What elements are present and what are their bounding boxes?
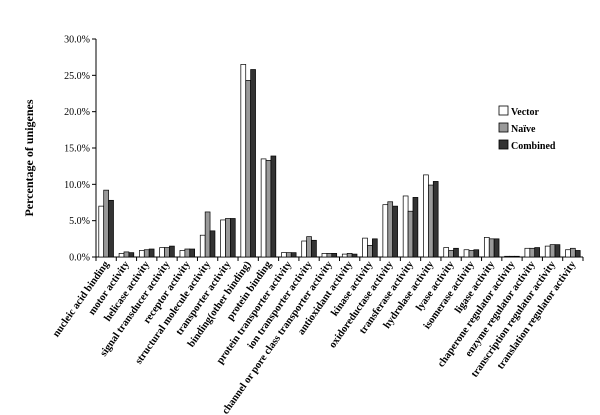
bar-nave-4	[184, 248, 191, 258]
bar-nave-3	[164, 247, 170, 258]
bar-combined-22	[554, 244, 561, 258]
bar-nave-1	[123, 251, 130, 258]
bar-vector-2	[139, 250, 145, 258]
bar-vector-22	[544, 245, 551, 258]
bar-vector-1	[118, 253, 125, 258]
y-tick-label: 20.0%	[64, 107, 90, 118]
bar-combined-23	[574, 250, 581, 258]
bar-nave-23	[570, 247, 576, 258]
bar-nave-13	[367, 245, 373, 258]
bar-combined-12	[351, 253, 358, 258]
bar-combined-15	[412, 197, 419, 258]
bar-vector-12	[341, 253, 348, 258]
bar-vector-18	[463, 249, 470, 258]
bar-nave-14	[387, 201, 394, 258]
bar-combined-13	[372, 238, 378, 258]
bar-nave-0	[103, 189, 109, 258]
bar-combined-8	[270, 155, 277, 258]
y-tick-label: 25.0%	[64, 71, 90, 82]
bar-vector-21	[524, 247, 531, 258]
bar-nave-18	[468, 250, 475, 258]
y-tick-label: 15.0%	[64, 144, 90, 155]
bar-nave-15	[407, 210, 414, 258]
bar-nave-5	[204, 211, 211, 258]
bar-vector-7	[240, 64, 247, 258]
bar-nave-20	[509, 255, 515, 258]
bar-combined-20	[514, 255, 520, 258]
bar-nave-19	[488, 238, 495, 258]
legend-swatch	[498, 139, 509, 150]
bar-combined-1	[128, 252, 135, 258]
bar-vector-5	[199, 234, 206, 258]
bar-combined-3	[169, 245, 175, 258]
bar-combined-21	[534, 247, 540, 258]
bar-vector-14	[382, 204, 389, 258]
bar-combined-10	[311, 239, 317, 258]
bar-nave-11	[326, 253, 333, 258]
bar-combined-16	[432, 181, 439, 258]
legend-label: Naïve	[511, 124, 536, 135]
y-tick-label: 30.0%	[64, 35, 90, 46]
bar-vector-19	[483, 237, 490, 258]
bar-combined-0	[108, 199, 114, 258]
bar-nave-2	[143, 249, 150, 258]
bar-combined-7	[250, 69, 256, 258]
legend-label: Vector	[511, 107, 540, 118]
bar-vector-4	[179, 250, 186, 258]
bar-nave-8	[265, 160, 272, 258]
bar-vector-16	[423, 174, 429, 258]
bar-combined-14	[392, 205, 398, 258]
bar-nave-22	[549, 244, 556, 258]
bar-combined-17	[453, 247, 459, 258]
bar-nave-7	[245, 80, 251, 258]
bar-vector-10	[301, 240, 307, 258]
bar-nave-10	[306, 236, 312, 258]
bar-combined-4	[189, 248, 196, 258]
bar-vector-0	[98, 205, 105, 258]
legend: Vector Naïve Combined	[498, 105, 556, 152]
y-axis-title: Percentage of unigenes	[22, 99, 36, 216]
bar-nave-16	[428, 184, 434, 258]
bar-combined-5	[209, 230, 216, 258]
bar-nave-17	[448, 250, 454, 258]
bar-nave-21	[529, 247, 536, 258]
legend-swatch	[498, 105, 509, 116]
bar-nave-6	[225, 218, 231, 258]
bar-nave-9	[285, 252, 292, 258]
bar-combined-9	[290, 252, 297, 258]
bar-combined-2	[148, 248, 155, 258]
bar-vector-6	[220, 219, 226, 258]
bar-combined-11	[331, 253, 338, 258]
y-tick-label: 10.0%	[64, 180, 90, 191]
bar-vector-8	[260, 158, 267, 258]
bar-combined-18	[473, 249, 480, 258]
bar-vector-15	[402, 195, 409, 258]
bar-vector-9	[281, 252, 287, 258]
bar-vector-23	[565, 249, 571, 258]
bar-vector-20	[504, 255, 510, 258]
bar-combined-6	[230, 218, 236, 258]
legend-label: Combined	[511, 141, 556, 152]
y-tick-label: 0.0%	[69, 253, 90, 264]
bar-vector-3	[159, 247, 165, 258]
y-tick-label: 5.0%	[69, 216, 90, 227]
bar-vector-11	[321, 253, 328, 258]
bar-combined-19	[493, 238, 500, 258]
bar-vector-17	[443, 247, 450, 258]
legend-swatch	[498, 122, 509, 133]
bar-nave-12	[346, 253, 353, 258]
bar-vector-13	[362, 237, 368, 258]
